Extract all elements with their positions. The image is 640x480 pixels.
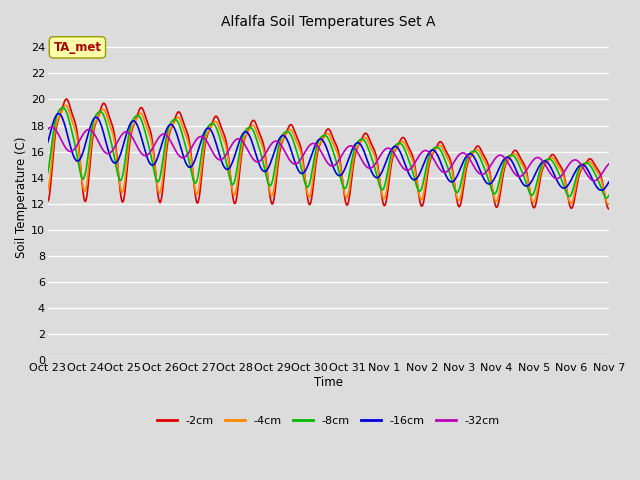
-32cm: [590, 178, 598, 183]
-2cm: [199, 158, 207, 164]
-8cm: [170, 117, 177, 123]
-16cm: [597, 187, 605, 193]
-4cm: [414, 183, 422, 189]
-4cm: [199, 151, 207, 156]
-8cm: [199, 141, 207, 147]
-4cm: [604, 201, 612, 207]
-16cm: [44, 139, 52, 145]
-8cm: [54, 110, 62, 116]
Line: -4cm: -4cm: [48, 105, 609, 204]
-32cm: [170, 144, 177, 149]
-4cm: [605, 201, 612, 207]
Legend: -2cm, -4cm, -8cm, -16cm, -32cm: -2cm, -4cm, -8cm, -16cm, -32cm: [152, 411, 504, 430]
-32cm: [48, 124, 56, 130]
Line: -8cm: -8cm: [48, 108, 609, 198]
-16cm: [113, 159, 120, 165]
-32cm: [414, 155, 422, 161]
-8cm: [397, 141, 405, 147]
-8cm: [603, 195, 611, 201]
-32cm: [55, 132, 63, 138]
-4cm: [44, 187, 52, 193]
-16cm: [414, 174, 422, 180]
-2cm: [605, 206, 612, 212]
-2cm: [54, 118, 62, 124]
X-axis label: Time: Time: [314, 375, 343, 389]
Line: -2cm: -2cm: [48, 99, 609, 209]
-2cm: [397, 136, 405, 142]
-32cm: [199, 134, 207, 140]
-8cm: [44, 170, 52, 176]
Text: TA_met: TA_met: [53, 41, 101, 54]
Title: Alfalfa Soil Temperatures Set A: Alfalfa Soil Temperatures Set A: [221, 15, 436, 29]
-32cm: [113, 141, 120, 147]
-16cm: [605, 179, 612, 185]
-4cm: [170, 121, 177, 127]
-4cm: [62, 102, 70, 108]
Y-axis label: Soil Temperature (C): Soil Temperature (C): [15, 136, 28, 258]
-2cm: [414, 183, 422, 189]
-2cm: [44, 198, 52, 204]
-16cm: [54, 111, 62, 117]
-2cm: [63, 96, 70, 102]
Line: -32cm: -32cm: [48, 127, 609, 180]
-4cm: [113, 153, 120, 158]
-2cm: [113, 148, 120, 154]
-16cm: [199, 132, 207, 138]
-8cm: [414, 186, 422, 192]
-16cm: [55, 111, 63, 117]
-32cm: [397, 163, 405, 168]
-32cm: [605, 161, 612, 167]
-8cm: [113, 166, 120, 171]
-16cm: [170, 124, 177, 130]
-4cm: [54, 116, 62, 122]
-8cm: [59, 105, 67, 110]
-32cm: [44, 126, 52, 132]
-2cm: [170, 120, 177, 126]
Line: -16cm: -16cm: [48, 114, 609, 190]
-8cm: [605, 192, 612, 198]
-4cm: [397, 139, 405, 145]
-16cm: [397, 151, 405, 157]
